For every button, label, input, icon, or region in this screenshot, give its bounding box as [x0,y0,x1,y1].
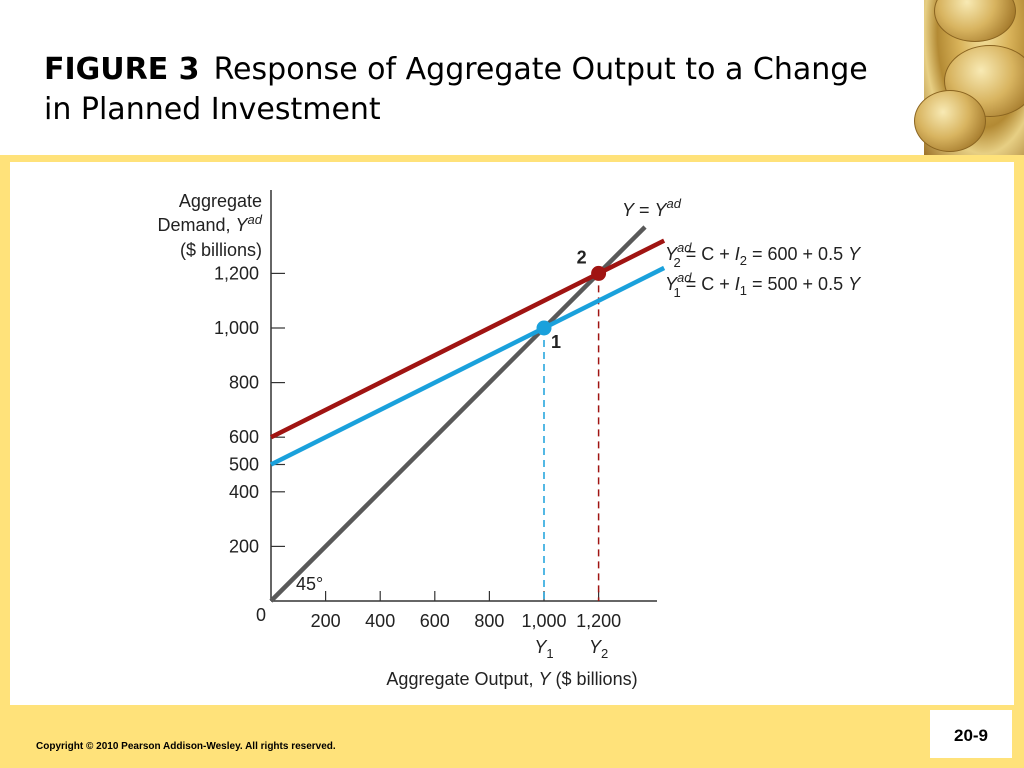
x-marker-sub: 2 [601,646,608,661]
series-label-eq: = C + [681,274,735,294]
copyright-text: Copyright © 2010 Pearson Addison-Wesley.… [36,741,336,752]
series-label-ad2: Yad 2 = C + I2 = 600 + 0.5 Y [665,240,862,270]
x-marker-var: Y [534,637,548,657]
y-axis-label-var: Y [236,215,250,235]
equilibrium-points [536,265,607,336]
origin-label: 0 [256,605,266,625]
series-label-var: Y [622,200,636,220]
series-label-tail: = 500 + 0.5 [747,274,848,294]
y-tick-label: 800 [229,373,259,393]
y-tick-label: 500 [229,455,259,475]
series-label-tail: = 600 + 0.5 [747,244,848,264]
series-label-var: Y [848,244,862,264]
series-label-var: I [735,274,740,294]
page-number: 20-9 [953,726,989,745]
x-marker-label: Y2 [589,637,608,661]
equilibrium-label-2: 2 [577,247,587,267]
x-tick-label: 1,000 [521,611,566,631]
series-label-sub: 2 [740,253,747,268]
figure-title: Response of Aggregate Output to a Change… [44,52,868,127]
x-axis-label-unit: ($ billions) [551,669,638,689]
chart-svg: 200 400 500 600 800 1,000 1,200 200 400 600 800 1,0… [157,190,862,689]
x-marker-sub: 1 [546,646,553,661]
y-tick-label: 1,000 [214,318,259,338]
axes: 200 400 500 600 800 1,000 1,200 200 400 600 800 1,0… [214,190,657,631]
y-axis-label-line2: Demand, Yad [157,212,262,235]
x-marker-label: Y1 [534,637,553,661]
series-label-var: Y [848,274,862,294]
series-label-eq: = [634,200,655,220]
x-axis-label: Aggregate Output, Y ($ billions) [386,669,637,689]
series-line-ad1 [269,265,666,467]
series-label-sub: 1 [740,283,747,298]
x-tick-label: 1,200 [576,611,621,631]
slide-title: FIGURE 3 Response of Aggregate Output to … [44,50,904,130]
y-axis-label-line1: Aggregate [179,191,262,211]
y-tick-label: 200 [229,536,259,556]
angle-label: 45° [296,574,323,594]
lines [269,225,666,603]
footer-bar [0,705,1024,768]
coins-image [914,0,1024,155]
equilibrium-point-2 [591,265,607,281]
equilibrium-point-1 [536,320,552,336]
y-axis-label-text: Demand, [157,215,235,235]
series-label-var: Y [655,200,669,220]
series-label-ad1: Yad 1 = C + I1 = 500 + 0.5 Y [665,270,862,300]
series-label-line45: Y = Yad [622,196,682,220]
x-tick-label: 400 [365,611,395,631]
guides [543,273,600,601]
y-tick-label: 1,200 [214,263,259,283]
coin-shape [914,90,986,152]
x-tick-label: 800 [474,611,504,631]
x-axis-label-text: Aggregate Output, [386,669,538,689]
x-tick-label: 200 [311,611,341,631]
y-axis-label-sup: ad [248,212,263,227]
series-label-sub: 2 [673,255,680,270]
chart-panel [10,162,1014,705]
series-line-line45 [269,225,647,603]
equilibrium-label-1: 1 [551,332,561,352]
series-label-var: Y [665,274,679,294]
y-axis-label-line3: ($ billions) [180,240,262,260]
y-tick-label: 600 [229,427,259,447]
page-number-box: 20-9 [930,710,1012,758]
series-label-var: Y [665,244,679,264]
series-label-sup: ad [677,270,692,285]
series-label-sub: 1 [673,285,680,300]
y-tick-label: 400 [229,482,259,502]
series-label-var: I [735,244,740,264]
series-label-sup: ad [677,240,692,255]
figure-label: FIGURE 3 [44,52,200,87]
series-label-eq: = C + [681,244,735,264]
x-axis-label-var: Y [539,669,553,689]
x-tick-label: 600 [420,611,450,631]
x-marker-var: Y [589,637,603,657]
series-label-sup: ad [667,196,682,211]
